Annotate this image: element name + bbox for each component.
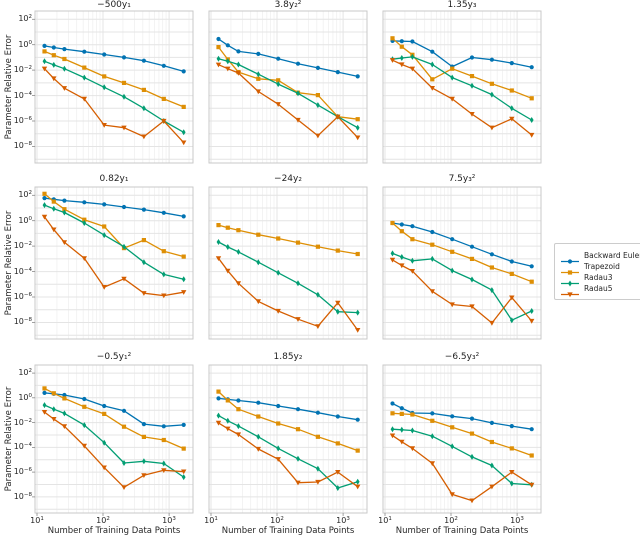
series-backward_euler: [390, 401, 534, 432]
subplot-1-plot-area: [208, 10, 368, 164]
series-trapezoid: [390, 36, 534, 101]
legend-entry-backward-euler: Backward Euler: [560, 250, 640, 264]
series-radau5: [41, 214, 187, 299]
series-backward_euler: [42, 390, 186, 429]
series-trapezoid: [390, 411, 534, 458]
subplot-title: 1.85y₂: [273, 352, 303, 362]
legend-entry-radau3: Radau3: [560, 272, 640, 286]
subplot-2-plot-area: [382, 10, 542, 164]
subplot-title: −0.5y₁²: [96, 352, 132, 362]
subplot-title: −24y₂: [274, 174, 302, 184]
series-radau3: [42, 402, 186, 481]
subplot-title: 7.5y₃²: [448, 174, 476, 184]
subplot-title: 0.82y₁: [99, 174, 129, 184]
legend-entry-radau5: Radau5: [560, 283, 640, 297]
x-axis-label: Number of Training Data Points: [395, 526, 529, 536]
legend: Backward Euler Trapezoid Radau3 Radau5: [554, 243, 640, 300]
subplot-title: 1.35y₃: [447, 0, 477, 10]
series-trapezoid: [42, 386, 186, 451]
series-radau3: [216, 55, 360, 131]
subplot-title: 3.8y₂²: [274, 0, 302, 10]
series-trapezoid: [42, 49, 186, 109]
series-radau5: [41, 66, 187, 146]
x-axis-label: Number of Training Data Points: [221, 526, 355, 536]
series-trapezoid: [216, 223, 360, 257]
series-radau5: [389, 257, 535, 326]
series-trapezoid: [216, 389, 360, 453]
subplot-5-plot-area: [382, 186, 542, 340]
subplot-8-plot-area: [382, 364, 542, 516]
legend-label: Backward Euler: [584, 250, 640, 260]
series-radau5: [215, 256, 361, 333]
subplot-7-plot-area: [208, 364, 368, 516]
series-radau5: [215, 62, 361, 141]
legend-label: Radau5: [584, 283, 613, 293]
series-radau3: [390, 250, 534, 324]
legend-marker-radau5: [560, 284, 580, 297]
legend-entry-trapezoid: Trapezoid: [560, 261, 640, 275]
series-radau3: [216, 412, 360, 491]
series-backward_euler: [42, 43, 186, 74]
series-radau3: [216, 239, 360, 316]
series-radau3: [42, 202, 186, 283]
series-radau5: [389, 58, 535, 138]
series-trapezoid: [390, 220, 534, 284]
series-radau5: [389, 433, 535, 504]
legend-marker-backward-euler: [560, 251, 580, 264]
legend-label: Trapezoid: [584, 261, 620, 271]
series-radau3: [390, 53, 534, 123]
y-axis-label: Parameter Relative Error: [4, 386, 14, 492]
series-backward_euler: [42, 196, 186, 219]
series-radau5: [215, 420, 361, 490]
y-axis-label: Parameter Relative Error: [4, 210, 14, 316]
subplot-title: −6.5y₃²: [444, 352, 480, 362]
legend-marker-radau3: [560, 273, 580, 286]
legend-label: Radau3: [584, 272, 613, 282]
subplot-4-plot-area: [208, 186, 368, 340]
x-axis-label: Number of Training Data Points: [47, 526, 181, 536]
subplot-0-plot-area: [32, 10, 194, 164]
subplot-title: −500y₁: [97, 0, 131, 10]
series-radau5: [41, 410, 187, 490]
y-axis-label: Parameter Relative Error: [4, 34, 14, 140]
legend-marker-trapezoid: [560, 262, 580, 275]
series-backward_euler: [390, 220, 534, 269]
subplot-6-plot-area: [32, 364, 194, 516]
series-backward_euler: [216, 36, 360, 79]
subplot-3-plot-area: [32, 186, 194, 340]
